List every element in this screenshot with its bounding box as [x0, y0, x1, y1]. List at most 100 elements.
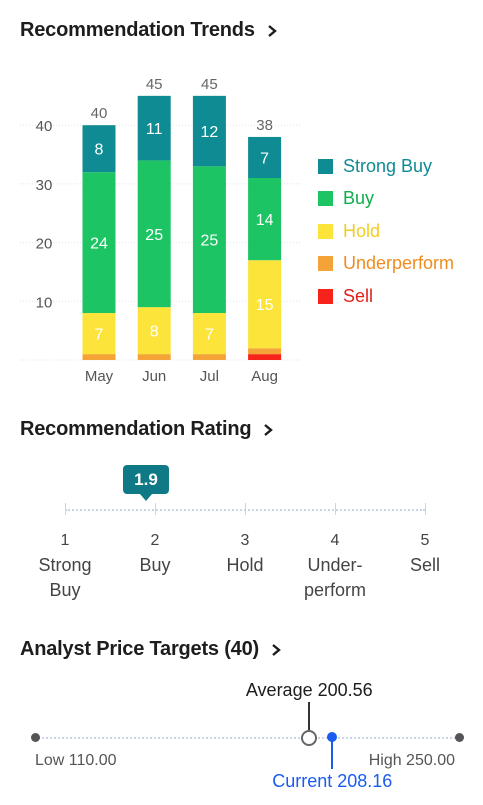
legend-swatch	[318, 223, 333, 239]
price-targets-title-text: Analyst Price Targets (40)	[20, 638, 259, 660]
bar-segment	[248, 354, 282, 360]
rating-title-text: Recommendation Rating	[20, 418, 252, 440]
rating-tick	[335, 503, 336, 515]
average-target-stem	[308, 702, 311, 730]
rating-scale-label: 3 Hold	[190, 528, 300, 578]
rating-title[interactable]: Recommendation Rating	[20, 418, 275, 441]
rating-tick	[425, 503, 426, 515]
bar-segment	[82, 313, 116, 355]
y-tick-label: 40	[36, 118, 53, 135]
bar-segment-label: 8	[150, 324, 159, 341]
rating-scale-text: perform	[303, 580, 366, 600]
legend-label: Hold	[343, 220, 381, 241]
bar-segment-label: 14	[256, 212, 274, 229]
legend-item: Hold	[318, 215, 454, 248]
rating-tick	[245, 503, 246, 515]
trends-title[interactable]: Recommendation Trends	[20, 19, 279, 42]
bar-segment-label: 11	[146, 121, 163, 138]
chevron-right-icon	[264, 423, 274, 436]
rating-scale-label: 2 Buy	[100, 528, 210, 578]
rating-scale: 1.9 1 Strong Buy 2 Buy 3 Hold 4 Under-perform 5 Se…	[0, 465, 483, 605]
bar-segment	[248, 260, 282, 349]
rating-tick	[65, 503, 66, 515]
bar-segment	[137, 307, 171, 355]
rating-scale-text: Hold	[226, 555, 264, 575]
bar-segment	[137, 354, 171, 360]
high-target-label: High 250.00	[368, 752, 455, 769]
bar-segment-label: 15	[256, 297, 274, 314]
rating-scale-label: 4 Under-perform	[280, 528, 390, 603]
bar-segment-label: 25	[145, 227, 163, 244]
rating-scale-label: 5 Sell	[370, 528, 480, 578]
trends-legend: Strong Buy Buy Hold Underperform Sell	[318, 150, 454, 313]
bar-segment	[248, 178, 282, 261]
price-targets-title[interactable]: Analyst Price Targets (40)	[20, 638, 283, 661]
bar-segment	[192, 95, 226, 167]
bar-segment-label: 24	[90, 236, 108, 253]
rating-scale-text: Buy	[139, 555, 171, 575]
legend-item: Strong Buy	[318, 150, 454, 183]
chevron-right-icon	[272, 643, 281, 656]
rating-scale-text: Strong	[38, 555, 92, 575]
rating-scale-number: 5	[420, 532, 430, 549]
y-tick-label: 30	[36, 177, 53, 194]
bar-segment	[192, 313, 226, 355]
high-target-dot	[454, 733, 464, 742]
legend-item: Underperform	[318, 248, 454, 281]
rating-scale-number: 3	[240, 532, 250, 549]
bar-segment	[82, 172, 116, 314]
bar-segment-label: 7	[95, 327, 104, 344]
legend-label: Buy	[343, 188, 375, 209]
rating-scale-label: 1 Strong Buy	[10, 528, 120, 603]
rating-scale-text: Sell	[409, 555, 440, 575]
bar-segment	[137, 95, 171, 161]
bar-segment	[248, 348, 282, 355]
chevron-right-icon	[267, 24, 277, 37]
low-target-dot	[30, 733, 40, 742]
rating-scale-text: Buy	[49, 580, 81, 600]
legend-swatch	[318, 288, 333, 304]
trends-title-text: Recommendation Trends	[20, 19, 255, 41]
bar-segment-label: 7	[205, 327, 214, 344]
current-price-label: Current 208.16	[272, 771, 393, 791]
rating-value-badge: 1.9	[123, 465, 169, 501]
current-price-marker	[327, 732, 338, 742]
rating-tick	[155, 503, 156, 515]
legend-item: Sell	[318, 280, 454, 313]
bar-segment	[192, 354, 226, 360]
bar-segment	[82, 354, 116, 360]
bar-segment	[82, 125, 116, 173]
current-price-stem	[331, 741, 334, 769]
bar-segment	[192, 166, 226, 314]
price-range-track	[35, 737, 459, 739]
bar-segment	[248, 136, 282, 179]
legend-label: Sell	[343, 285, 374, 306]
rating-scale-number: 4	[330, 532, 340, 549]
bar-segment-label: 25	[201, 233, 219, 250]
average-target-marker	[301, 730, 318, 746]
bar-total-label: 45	[201, 76, 218, 93]
legend-swatch	[318, 158, 333, 174]
bar-segment-label: 12	[201, 124, 219, 141]
bar-segment-label: 8	[95, 142, 104, 159]
average-target-label: Average 200.56	[245, 680, 373, 700]
rating-scale-text: Under-	[307, 555, 363, 575]
rating-scale-number: 1	[60, 532, 70, 549]
low-target-label: Low 110.00	[35, 752, 117, 769]
bar-segment	[137, 160, 171, 308]
price-targets-range: Low 110.00 High 250.00 Average 200.56 Cu…	[0, 675, 483, 805]
legend-item: Buy	[318, 183, 454, 216]
y-tick-label: 20	[36, 236, 53, 253]
bar-total-label: 45	[146, 76, 163, 93]
bar-segment-label: 7	[260, 150, 269, 167]
bar-total-label: 38	[256, 117, 273, 134]
bar-total-label: 40	[91, 105, 108, 122]
legend-label: Underperform	[343, 253, 455, 274]
x-tick-label: Jun	[142, 368, 166, 385]
legend-swatch	[318, 256, 333, 272]
y-tick-label: 10	[36, 294, 53, 311]
trends-chart: 10 20 30 40 7 24 8 40 May 8 25 11 45 Jun 7 25 12 45 Jul 15 1…	[20, 76, 302, 385]
rating-scale-number: 2	[150, 532, 160, 549]
legend-label: Strong Buy	[343, 155, 433, 176]
legend-swatch	[318, 191, 333, 207]
